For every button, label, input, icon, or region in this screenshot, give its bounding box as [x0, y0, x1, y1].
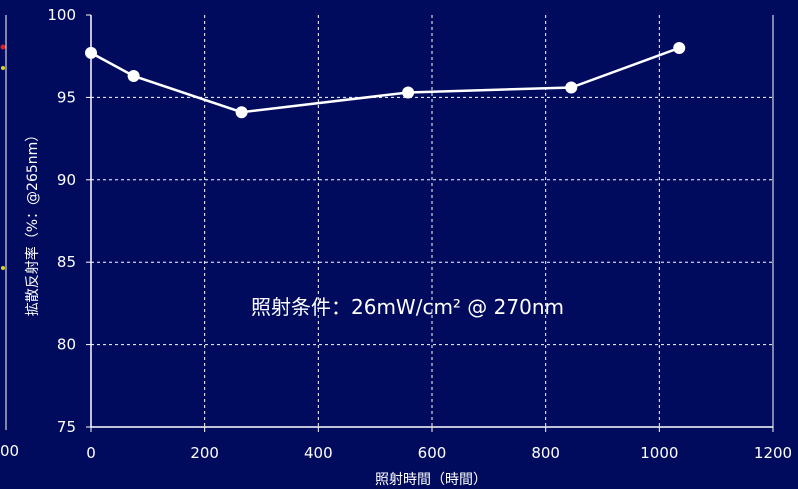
x-tick-label: 600 — [418, 444, 447, 462]
data-point — [402, 86, 415, 99]
x-axis-label: 照射時間（時間） — [375, 472, 487, 488]
y-tick-label: 85 — [57, 253, 76, 271]
y-tick-label: 80 — [57, 336, 76, 354]
grid — [91, 15, 773, 427]
x-tick-label: 800 — [531, 444, 560, 462]
data-point — [85, 46, 97, 59]
annotation-text: 照射条件：26mW/cm² @ 270nm — [251, 295, 564, 319]
data-point — [235, 106, 248, 119]
data-point — [127, 69, 140, 82]
x-tick-label: 400 — [304, 444, 333, 462]
y-axis-label: 拡散反射率（%：@265nm） — [24, 128, 41, 317]
tick-labels: 0 200 400 600 800 1000 1200 75 80 85 90 95 100 — [47, 6, 792, 462]
y-tick-label: 75 — [57, 418, 76, 436]
y-tick-label: 90 — [57, 171, 76, 189]
y-tick-label: 95 — [57, 88, 76, 106]
x-tick-label: 200 — [190, 444, 219, 462]
data-point — [673, 41, 686, 54]
y-tick-label: 100 — [47, 6, 76, 24]
adjacent-chart-tick-label: 00 — [0, 442, 19, 460]
x-tick-label: 0 — [86, 444, 96, 462]
data-point — [565, 81, 578, 94]
series-line — [90, 46, 680, 114]
axes — [86, 14, 774, 432]
data-series — [85, 41, 686, 119]
x-tick-label: 1000 — [640, 444, 678, 462]
adjacent-chart-fragment — [0, 15, 7, 430]
x-tick-label: 1200 — [754, 444, 792, 462]
